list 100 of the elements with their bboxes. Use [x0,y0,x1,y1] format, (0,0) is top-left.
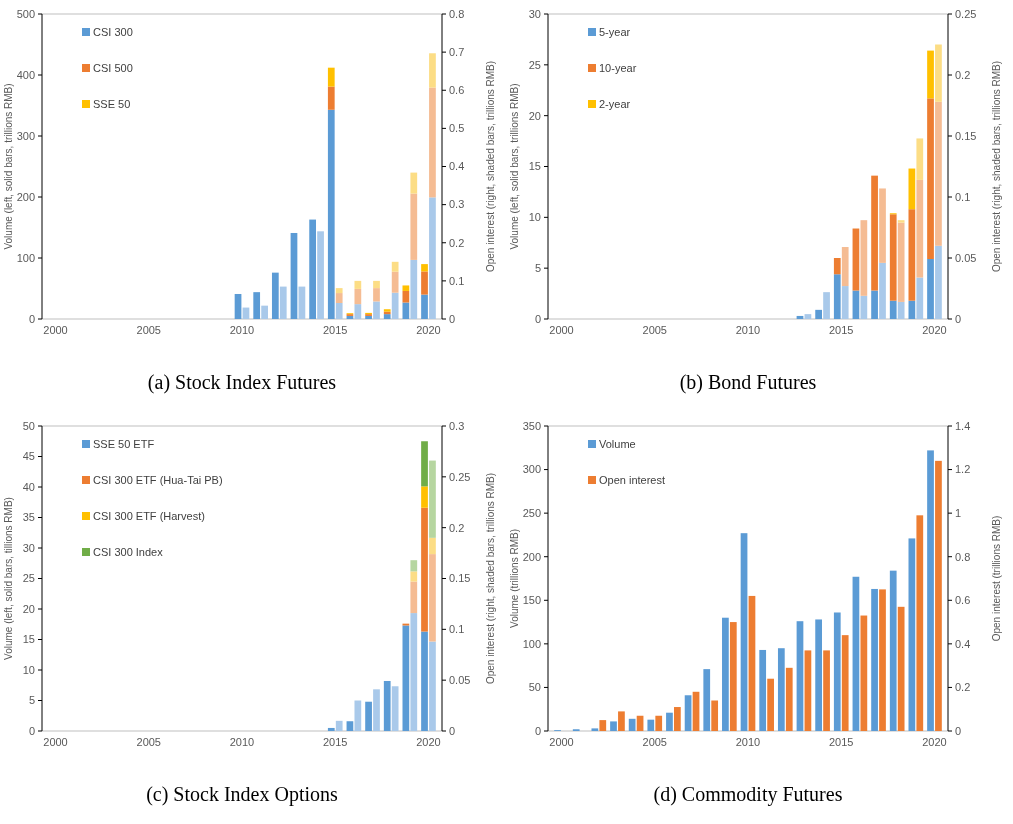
y-tick-label: 500 [16,7,35,20]
bar [391,271,399,293]
bar [391,292,399,319]
text: (a) Stock Index Futures [147,371,337,394]
bar [410,193,418,260]
legend-label: SSE 50 ETF [93,437,155,450]
bar [429,53,436,88]
y2-tick-label: 0.3 [449,198,465,211]
y-tick-label: 100 [16,251,35,264]
y-tick-label: 15 [528,160,541,173]
y2-tick-label: 0.2 [955,68,971,81]
bar [421,264,428,272]
y2-axis-title: Open interest (right, shaded bars, trillions RMB) [485,60,496,273]
y-axis-title: Volume (left, solid bars, tillions RMB) [3,497,14,660]
bar [429,87,436,198]
y2-tick-label: 0.7 [449,45,465,58]
y2-tick-label: 0.05 [955,251,977,264]
text: (d) Commodity Futures [653,783,843,806]
y-tick-label: 0 [534,724,541,737]
y-tick-label: 30 [528,7,541,20]
bar [421,294,428,319]
y-tick-label: 25 [22,572,35,585]
y-tick-label: 200 [522,550,541,563]
bar [841,247,849,287]
x-tick-label: 2005 [642,324,667,336]
bar [823,292,830,319]
bar [354,304,362,319]
x-tick-label: 2005 [136,736,161,748]
bar [599,720,607,731]
y-tick-label: 300 [522,463,541,476]
bar [373,288,380,302]
y-tick-label: 200 [16,190,35,203]
y-tick-label: 5 [534,262,541,275]
y-tick-label: 400 [16,68,35,81]
bar [410,172,418,194]
x-tick-label: 2000 [549,324,574,336]
y2-tick-label: 0.1 [955,190,971,203]
y-tick-label: 5 [28,694,35,707]
y2-tick-label: 0 [955,724,962,737]
y2-tick-label: 0.05 [449,674,471,687]
y-tick-label: 0 [534,312,541,325]
x-tick-label: 2000 [43,736,68,748]
bar [354,700,362,731]
y-tick-label: 0 [28,724,35,737]
x-tick-label: 2010 [735,736,761,748]
bar [410,581,418,614]
x-tick-label: 2000 [549,736,574,748]
legend-label: CSI 300 ETF (Harvest) [93,509,205,522]
bar [373,301,380,319]
bar [429,197,436,319]
x-tick-label: 2015 [829,324,854,336]
y2-tick-label: 0.15 [955,129,977,142]
y-tick-label: 30 [22,541,35,554]
bar [410,259,418,319]
x-tick-label: 2020 [416,324,441,336]
y-axis-title: Volume (trillions RMB) [509,529,520,628]
y2-tick-label: 0.25 [449,470,471,483]
y2-tick-label: 1.4 [955,419,971,432]
bar [335,293,343,303]
bar [335,720,343,731]
bar [354,288,362,305]
y2-tick-label: 0.2 [955,681,971,694]
x-tick-label: 2020 [922,324,947,336]
y2-tick-label: 0 [955,312,962,325]
y2-tick-label: 0.5 [449,122,465,135]
y2-tick-label: 0 [449,724,456,737]
y-tick-label: 40 [22,480,35,493]
x-tick-label: 2020 [416,736,441,748]
y2-tick-label: 0.8 [449,7,465,20]
bar [429,460,436,538]
y2-tick-label: 0.6 [449,84,465,97]
x-tick-label: 2000 [43,324,68,336]
y-tick-label: 0 [28,312,35,325]
bar [897,220,905,223]
y2-tick-label: 0.2 [449,521,465,534]
bar [410,571,418,582]
bar [421,271,428,295]
y-tick-label: 250 [522,506,541,519]
y-tick-label: 20 [22,602,35,615]
x-tick-label: 2010 [735,324,761,336]
y2-tick-label: 0.8 [955,550,971,563]
y-tick-label: 50 [22,419,35,432]
bar [402,285,410,291]
x-tick-label: 2015 [323,324,348,336]
y-axis-title: Volume (left, solid bars, trillions RMB) [509,83,520,250]
bar [354,280,362,289]
y-tick-label: 25 [528,58,541,71]
bar [402,290,410,303]
y2-tick-label: 0.1 [449,623,465,636]
y-tick-label: 50 [528,681,541,694]
y2-tick-label: 0.3 [449,419,465,432]
y2-tick-label: 0.1 [449,274,465,287]
y2-tick-label: 0 [449,312,456,325]
y2-tick-label: 1 [955,506,962,519]
x-tick-label: 2005 [642,736,667,748]
bar [335,288,343,294]
text: (b) Bond Futures [679,371,817,394]
y-axis-title: Volume (left, solid bars, trillions RMB) [3,83,14,250]
y2-tick-label: 1.2 [955,463,971,476]
bar [421,486,428,508]
